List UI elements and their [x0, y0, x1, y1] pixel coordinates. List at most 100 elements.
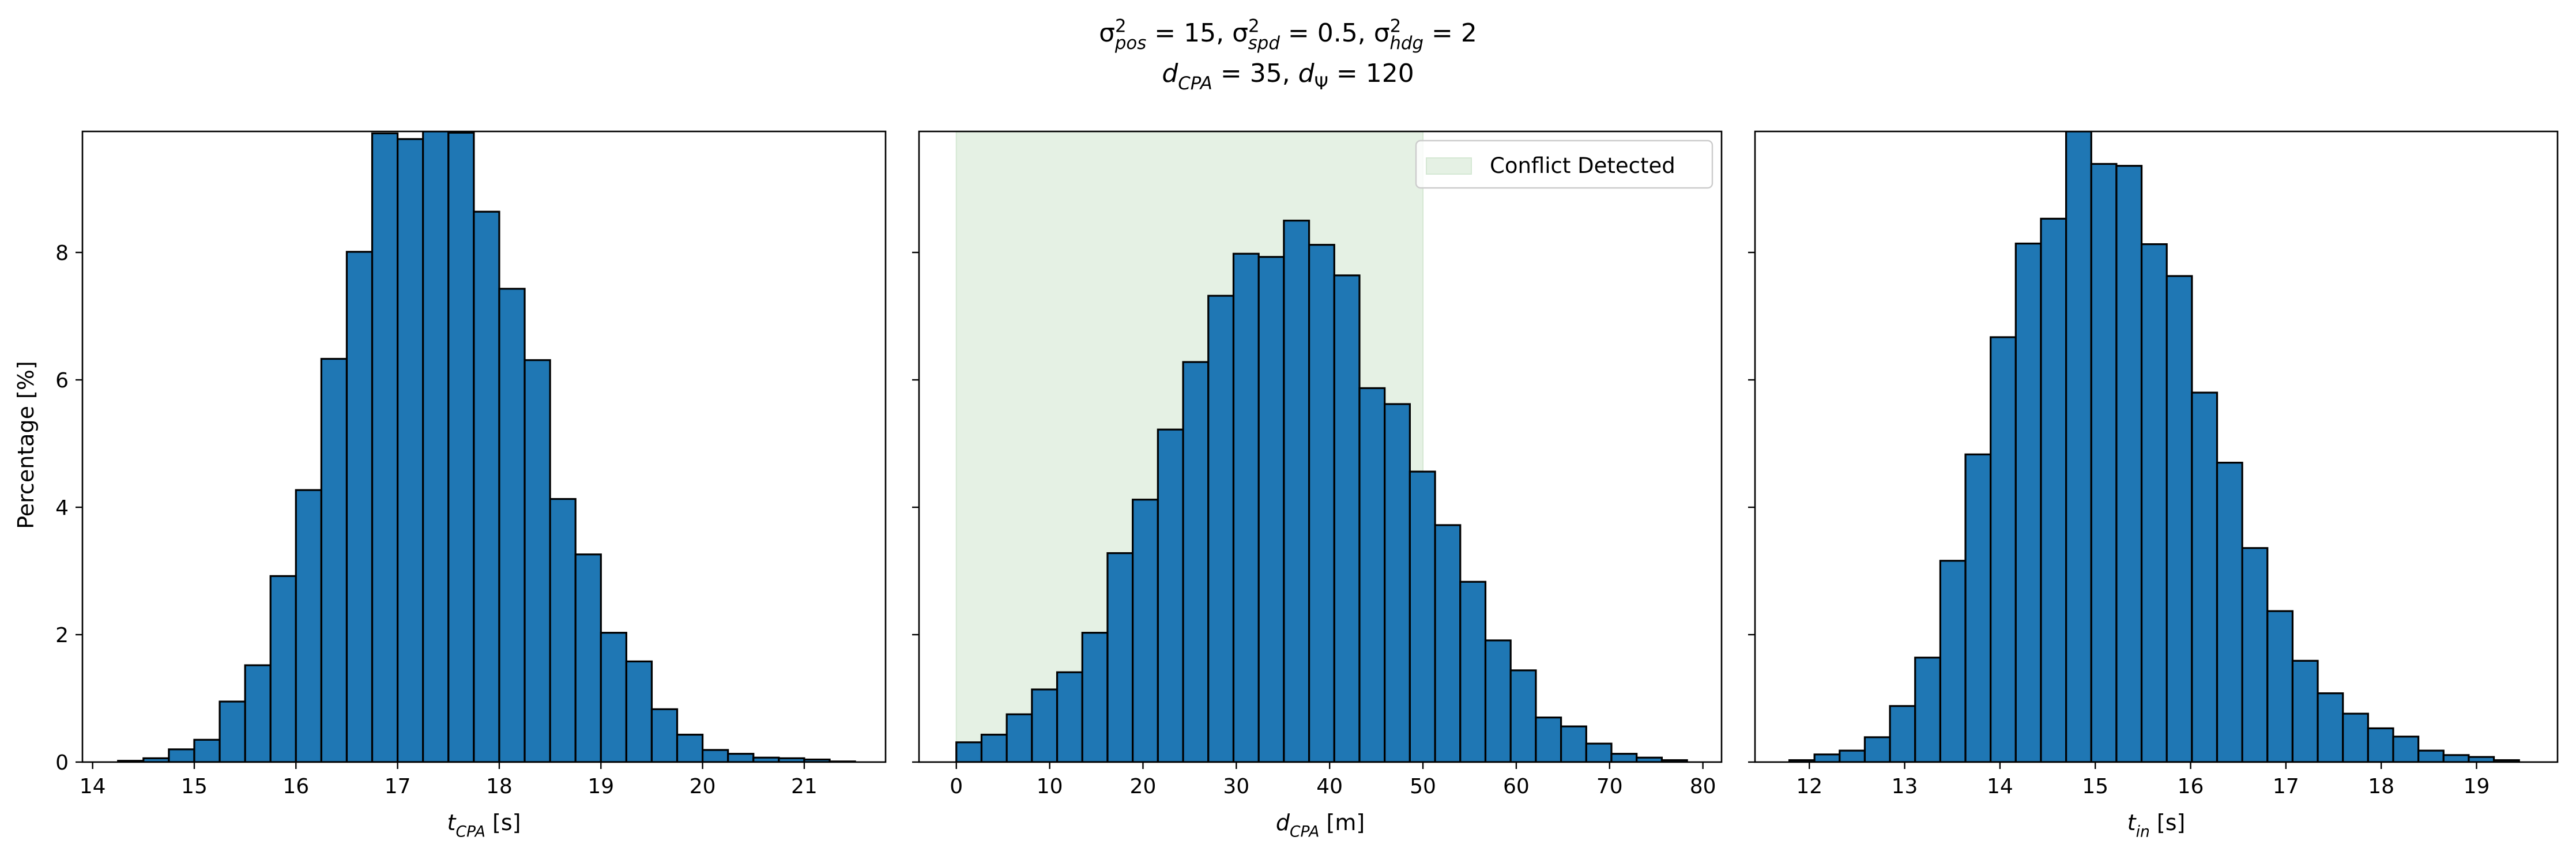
x-tick-label: 19 — [2464, 775, 2490, 798]
histogram-bar — [2342, 712, 2369, 762]
histogram-bar — [650, 708, 679, 762]
legend: Conflict Detected — [1415, 140, 1713, 189]
histogram-bar — [1560, 725, 1587, 762]
histogram-bar — [2266, 610, 2294, 762]
x-tick-label: 14 — [1987, 775, 2013, 798]
x-tick-label: 17 — [2273, 775, 2299, 798]
x-tick-label: 13 — [1892, 775, 1918, 798]
figure-title-line-1: σ2 pos = 15, σ2 spd = 0.5, σ2 hdg = 2 — [1099, 16, 1477, 54]
histogram-bar — [2241, 547, 2269, 762]
histogram-bar — [1484, 639, 1512, 762]
histogram-bar — [1106, 552, 1134, 762]
histogram-bar — [2392, 736, 2420, 762]
histogram-bar — [2166, 275, 2193, 762]
histogram-bar — [1459, 580, 1487, 762]
x-tick-label: 19 — [587, 775, 614, 798]
histogram-bar — [2191, 391, 2219, 762]
y-tick-label: 4 — [55, 496, 69, 520]
histogram-bar — [1990, 336, 2017, 762]
histogram-bar — [1863, 736, 1891, 762]
histogram-bar — [702, 749, 729, 762]
chart-panel-3: 12 13 14 15 16 17 18 19 tin [s] — [1748, 130, 2559, 840]
x-tick-label: 15 — [181, 775, 208, 798]
histogram-bar — [955, 741, 983, 762]
histogram-bar — [1585, 742, 1613, 762]
chart-panels: 14 15 16 17 18 19 20 21 0 2 4 6 8 tCPA [s] 0 10 20 30 40 50… — [55, 130, 2559, 840]
x-tick-label: 17 — [385, 775, 411, 798]
histogram-bar — [2140, 243, 2168, 762]
histogram-bar — [1964, 453, 1992, 762]
x-tick-label: 50 — [1410, 775, 1436, 798]
x-tick-label: 70 — [1596, 775, 1623, 798]
x-axis-label: tin [s] — [2127, 810, 2186, 840]
x-tick-label: 18 — [2368, 775, 2394, 798]
histogram-bar — [168, 748, 195, 762]
plot-area — [117, 131, 856, 762]
x-tick-label: 15 — [2082, 775, 2108, 798]
axes-frame — [81, 130, 887, 763]
x-tick-label: 40 — [1316, 775, 1343, 798]
histogram-bar — [1813, 753, 1841, 762]
histogram-bar — [1535, 717, 1562, 762]
x-axis-label: dCPA [m] — [1276, 810, 1365, 840]
axes-frame — [1754, 130, 2559, 763]
histogram-bar — [1207, 295, 1235, 762]
histogram-bar — [219, 700, 246, 762]
histogram-bar — [295, 489, 322, 762]
x-tick-label: 20 — [690, 775, 716, 798]
histogram-bar — [2216, 462, 2243, 762]
y-axis-label: Percentage [%] — [13, 361, 39, 529]
histogram-bar — [345, 251, 374, 762]
x-tick-label: 30 — [1223, 775, 1249, 798]
histogram-bar — [473, 210, 500, 762]
histogram-bar — [1031, 688, 1059, 762]
histogram-bar — [498, 288, 526, 762]
histogram-bar — [524, 359, 551, 762]
histogram-bar — [1434, 524, 1462, 762]
figure-title-line-2: dCPA = 35, dΨ = 120 — [1162, 59, 1414, 94]
histogram-bar — [2115, 165, 2143, 762]
x-tick-label: 10 — [1037, 775, 1063, 798]
histogram-bar — [1610, 753, 1638, 762]
histogram-bar — [625, 660, 653, 762]
x-tick-label: 60 — [1503, 775, 1530, 798]
legend-swatch — [1426, 157, 1472, 175]
histogram-bar — [2442, 754, 2470, 762]
y-tick-label: 8 — [55, 242, 69, 265]
x-tick-label: 0 — [950, 775, 963, 798]
histogram-bar — [549, 498, 577, 762]
histogram-bar — [2040, 217, 2067, 762]
histogram-bar — [1914, 657, 1941, 762]
histogram-bar — [1056, 671, 1083, 762]
x-tick-label: 16 — [2178, 775, 2204, 798]
histogram-bar — [2417, 749, 2445, 762]
plot-area — [1788, 131, 2520, 762]
x-tick-label: 20 — [1130, 775, 1157, 798]
axes-frame — [918, 130, 1723, 763]
histogram-bar — [1889, 705, 1916, 762]
histogram-bar — [1333, 274, 1361, 762]
histogram-bar — [1358, 387, 1386, 762]
histogram-bar — [397, 138, 424, 762]
x-tick-label: 21 — [791, 775, 818, 798]
histogram-bar — [244, 664, 272, 762]
histogram-bar — [269, 575, 297, 762]
x-tick-label: 12 — [1796, 775, 1822, 798]
histogram-bar — [1509, 669, 1537, 762]
chart-panel-1: 14 15 16 17 18 19 20 21 0 2 4 6 8 tCPA [s] — [55, 130, 887, 840]
x-tick-label: 80 — [1690, 775, 1716, 798]
histogram-bar — [727, 753, 755, 762]
y-tick-label: 2 — [55, 624, 69, 647]
legend-label: Conflict Detected — [1490, 153, 1675, 178]
histogram-bar — [320, 357, 348, 762]
histogram-bar — [447, 131, 475, 762]
histogram-bar — [980, 733, 1008, 762]
histogram-bar — [676, 733, 704, 762]
plot-area — [955, 131, 1688, 762]
x-tick-label: 14 — [80, 775, 106, 798]
histogram-bar — [1232, 252, 1260, 762]
histogram-bar — [2291, 659, 2319, 762]
histogram-bar — [1283, 220, 1310, 762]
y-tick-label: 6 — [55, 369, 69, 393]
